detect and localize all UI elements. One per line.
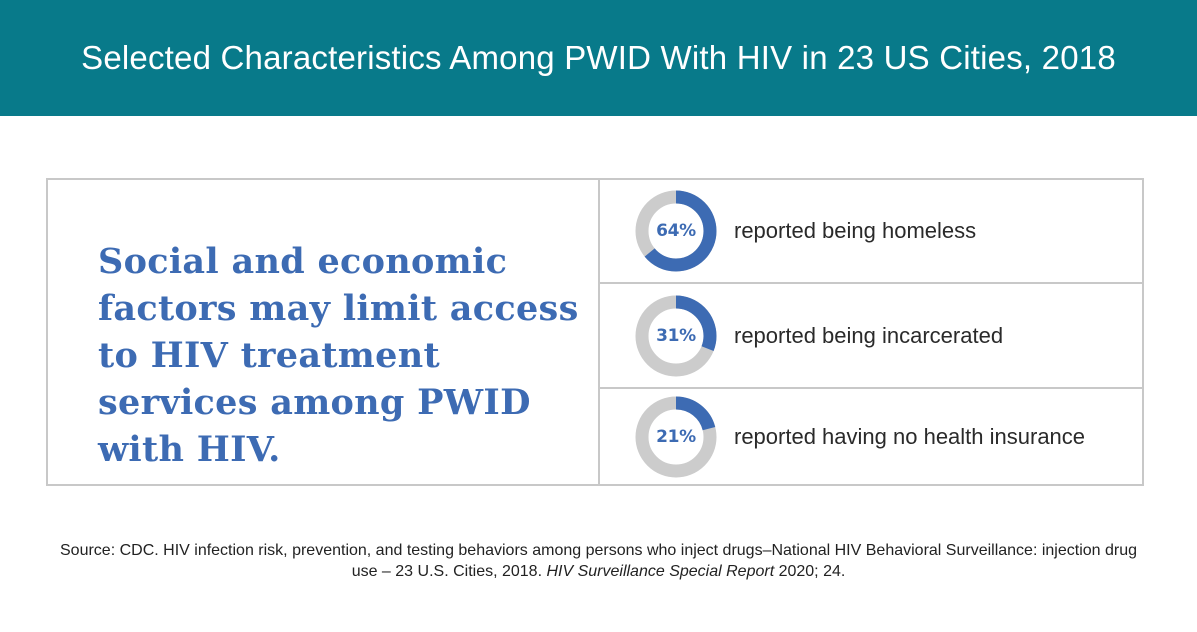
row-divider bbox=[600, 387, 1144, 389]
page-title: Selected Characteristics Among PWID With… bbox=[81, 39, 1116, 76]
donut-percent-label: 21% bbox=[656, 426, 696, 447]
stat-description: reported being homeless bbox=[734, 218, 977, 243]
donut-value-arc bbox=[635, 190, 717, 272]
source-year: 2020; 24. bbox=[774, 563, 846, 580]
donut-chart-incarcerated: 31% bbox=[634, 294, 718, 378]
stat-row-homeless: 64% reported being homeless bbox=[600, 180, 1144, 282]
donut-chart-homeless: 64% bbox=[634, 189, 718, 273]
donut-percent-label: 31% bbox=[656, 326, 696, 346]
source-report-title: HIV Surveillance Special Report bbox=[546, 563, 775, 580]
source-citation: Source: CDC. HIV infection risk, prevent… bbox=[60, 540, 1137, 582]
stat-description: reported being incarcerated bbox=[734, 323, 1004, 348]
header-banner: Selected Characteristics Among PWID With… bbox=[0, 0, 1197, 116]
vertical-divider bbox=[598, 180, 600, 484]
stat-row-no-insurance: 21% reported having no health insurance bbox=[600, 389, 1144, 484]
headline-text: Social and economic factors may limit ac… bbox=[98, 241, 579, 470]
donut-chart-no-insurance: 21% bbox=[634, 395, 718, 479]
stat-row-incarcerated: 31% reported being incarcerated bbox=[600, 284, 1144, 388]
row-divider bbox=[600, 282, 1144, 284]
stat-description: reported having no health insurance bbox=[734, 423, 1086, 449]
info-panel: Social and economic factors may limit ac… bbox=[46, 178, 1144, 486]
source-text: Source: CDC. HIV infection risk, prevent… bbox=[60, 542, 1138, 580]
donut-ring bbox=[635, 190, 717, 272]
donut-value-arc bbox=[635, 396, 717, 477]
donut-value-arc bbox=[635, 295, 717, 377]
donut-percent-label: 64% bbox=[656, 221, 696, 241]
donut-ring bbox=[635, 295, 717, 377]
stat-rows: 64% reported being homeless 31% reported… bbox=[600, 180, 1144, 484]
donut-ring bbox=[635, 396, 717, 477]
